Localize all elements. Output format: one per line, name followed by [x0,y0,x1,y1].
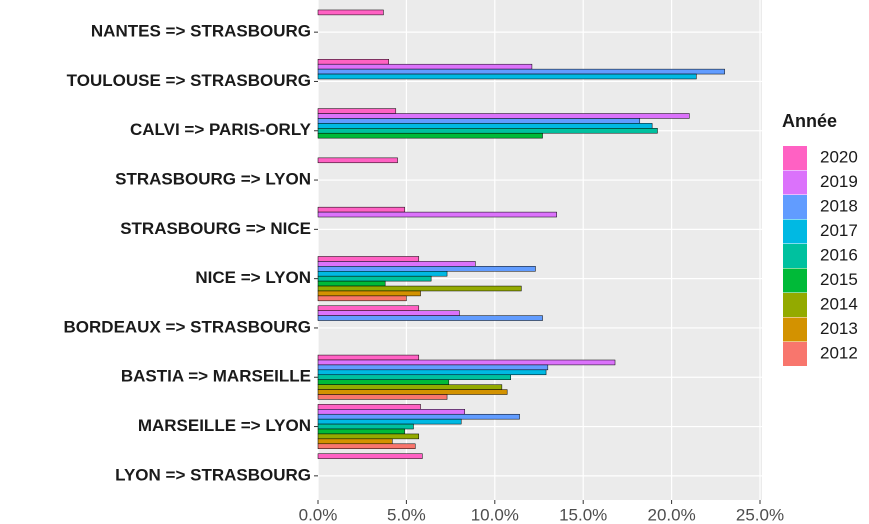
legend-label: 2016 [820,245,858,264]
bar [317,285,522,292]
bar [317,108,397,114]
legend-label: 2014 [820,294,858,313]
legend-label: 2013 [820,319,858,338]
bar [317,379,450,385]
legend-key [783,146,807,170]
x-tick-label: 20.0% [647,505,695,524]
bar [317,423,414,430]
bar [317,359,616,366]
legend-key [783,293,807,317]
legend-key [783,219,807,244]
bar [317,428,405,435]
bar [317,113,690,119]
bar [317,404,421,410]
bar [317,280,386,287]
legend-label: 2020 [820,147,858,166]
bar [317,123,653,129]
legend-label: 2018 [820,196,858,215]
x-tick-label: 15.0% [559,505,607,524]
legend-key [783,342,807,366]
legend-key [783,195,807,219]
y-tick-label: CALVI => PARIS-ORLY [130,120,312,139]
bar [317,354,420,361]
y-tick-label: LYON => STRASBOURG [115,465,311,484]
bar [317,374,511,380]
bar [317,63,533,70]
legend-label: 2017 [820,221,858,240]
bar [317,369,547,376]
x-tick-label: 10.0% [471,505,519,524]
bar [317,438,393,445]
y-tick-label: STRASBOURG => NICE [120,219,311,238]
bar [317,68,725,75]
bar [317,132,543,139]
bar [317,413,520,420]
y-tick-label: NANTES => STRASBOURG [91,22,311,41]
bar [317,384,503,390]
bar [317,73,697,80]
legend-label: 2015 [820,270,858,289]
legend-title: Année [782,111,837,131]
bar [317,266,536,272]
y-tick-label: STRASBOURG => LYON [115,170,311,189]
bar [317,364,549,371]
legend-label: 2012 [820,343,858,362]
bar [317,389,508,395]
y-tick-label: BASTIA => MARSEILLE [121,367,311,386]
y-tick-label: MARSEILLE => LYON [138,416,311,435]
bar [317,443,416,449]
bar [317,118,641,124]
x-tick-label: 5.0% [387,505,426,524]
bar [317,275,432,282]
bar [317,394,448,400]
bar [317,59,389,65]
bar [317,206,405,213]
bar [317,271,448,277]
bar [317,433,420,440]
legend-key [783,268,807,293]
legend-key [783,244,807,268]
bar [317,315,543,321]
bar [317,453,423,459]
x-tick-label: 25.0% [736,505,784,524]
bar [317,157,398,164]
legend-key [783,317,807,342]
y-tick-label: TOULOUSE => STRASBOURG [67,71,311,90]
x-tick-label: 0.0% [299,505,338,524]
bar [317,211,557,218]
bar [317,305,420,311]
bar [317,128,658,134]
y-tick-label: NICE => LYON [195,268,311,287]
bar [317,9,384,16]
legend-key [783,170,807,195]
bar [317,261,476,267]
bar [317,256,420,262]
y-tick-label: BORDEAUX => STRASBOURG [64,317,311,336]
bar [317,295,407,302]
bar [317,310,460,316]
bar [317,409,465,415]
legend-label: 2019 [820,172,858,191]
bar [317,290,421,297]
bars [317,9,725,459]
bar [317,418,462,425]
